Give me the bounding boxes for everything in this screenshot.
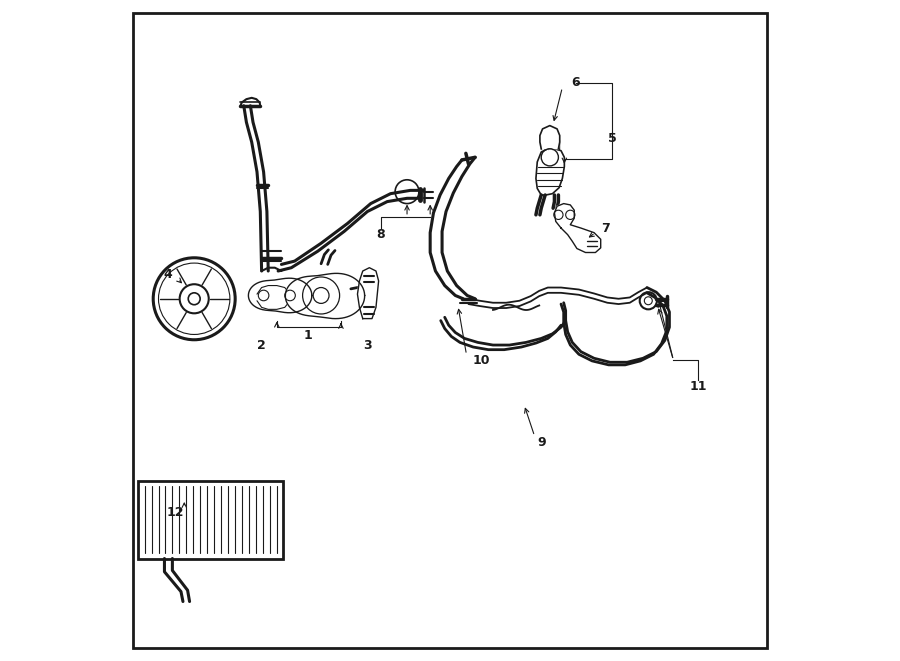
Polygon shape xyxy=(357,268,379,319)
Text: 11: 11 xyxy=(689,380,706,393)
Text: 5: 5 xyxy=(608,132,616,145)
Bar xyxy=(138,481,284,559)
Circle shape xyxy=(188,293,200,305)
Polygon shape xyxy=(248,278,312,313)
Text: 3: 3 xyxy=(363,338,372,352)
Text: 8: 8 xyxy=(376,228,385,241)
Text: 2: 2 xyxy=(257,338,266,352)
Text: 1: 1 xyxy=(303,329,312,342)
Text: 10: 10 xyxy=(473,354,491,367)
Text: 7: 7 xyxy=(601,221,609,235)
Text: 4: 4 xyxy=(164,268,172,281)
Text: 9: 9 xyxy=(537,436,545,449)
Polygon shape xyxy=(285,274,364,319)
Text: 6: 6 xyxy=(572,76,580,89)
Polygon shape xyxy=(540,126,560,149)
Text: 12: 12 xyxy=(166,506,184,519)
Polygon shape xyxy=(554,204,600,253)
Polygon shape xyxy=(536,149,564,195)
